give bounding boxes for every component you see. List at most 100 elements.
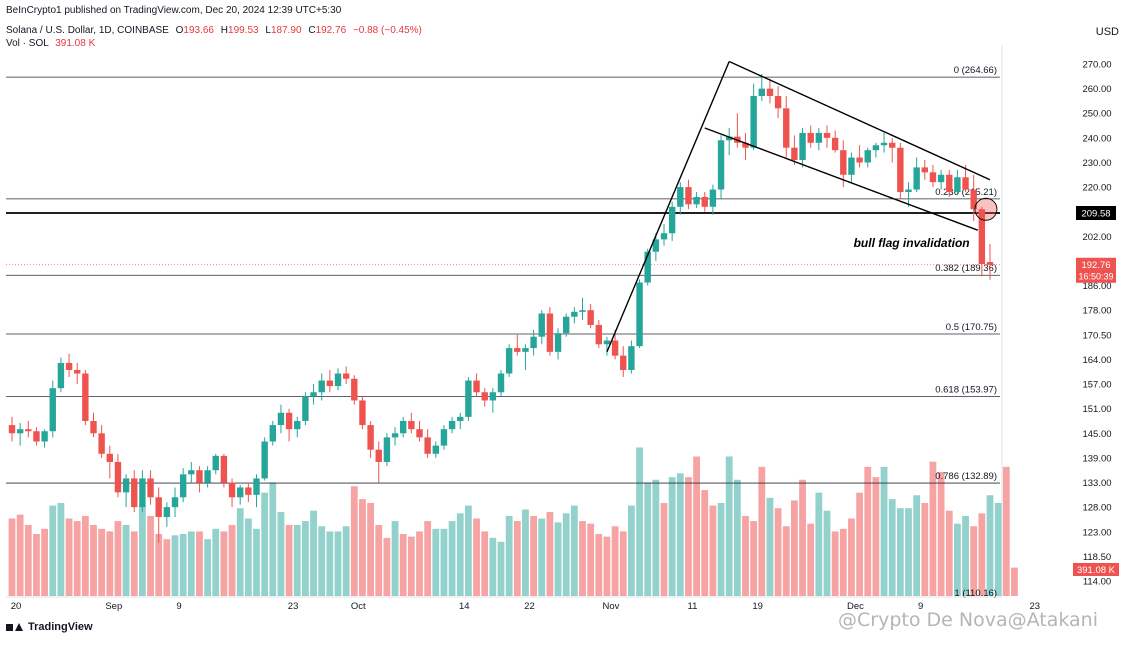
tradingview-brand: TradingView xyxy=(28,621,93,633)
candle-body xyxy=(628,346,635,370)
volume-bar xyxy=(367,503,374,596)
y-tick-label: 133.00 xyxy=(1082,478,1111,489)
candle-body xyxy=(16,429,24,434)
y-tick-label: 164.00 xyxy=(1082,355,1111,366)
volume-bar xyxy=(774,508,782,596)
volume-bar xyxy=(122,524,130,596)
volume-bar xyxy=(554,522,562,596)
volume-marker-label: 391.08 K xyxy=(1077,565,1116,576)
y-tick-label: 139.00 xyxy=(1082,453,1111,464)
volume-bar xyxy=(888,499,896,596)
candle-body xyxy=(245,487,252,495)
candle-body xyxy=(970,189,977,210)
volume-bar xyxy=(228,524,236,596)
candle-body xyxy=(269,425,276,442)
candle-body xyxy=(595,324,602,345)
candle-body xyxy=(147,478,154,498)
volume-bar xyxy=(8,518,16,596)
y-tick-label: 157.00 xyxy=(1082,380,1111,391)
volume-bar xyxy=(807,523,815,596)
volume-bar xyxy=(375,524,383,596)
candle-body xyxy=(750,96,757,148)
volume-bar xyxy=(416,531,423,596)
low-value: 187.90 xyxy=(270,25,302,36)
volume-bar xyxy=(848,518,855,596)
volume-bar xyxy=(513,521,521,596)
candle-body xyxy=(636,282,643,347)
candle-body xyxy=(375,449,382,463)
candle-body xyxy=(179,474,187,498)
x-tick-label: Nov xyxy=(602,601,619,612)
volume-bar xyxy=(750,521,758,596)
candle-body xyxy=(497,373,505,393)
volume-bar xyxy=(212,528,220,596)
volume-bar xyxy=(823,510,831,596)
volume-bar xyxy=(350,486,358,596)
candle-body xyxy=(652,239,660,252)
volume-bar xyxy=(41,528,48,596)
candle-body xyxy=(717,140,725,190)
y-tick-label: 114.00 xyxy=(1083,577,1111,588)
tradingview-logo-icon xyxy=(6,622,24,632)
change-value: −0.88 (−0.45%) xyxy=(352,25,422,36)
candle-body xyxy=(416,429,423,438)
volume-bar xyxy=(945,510,953,596)
candle-body xyxy=(204,470,211,483)
candle-body xyxy=(514,348,521,352)
candle-body xyxy=(253,478,260,495)
volume-bar xyxy=(978,513,986,596)
volume-bar xyxy=(57,503,65,596)
flagpole-line xyxy=(606,61,730,353)
candle-body xyxy=(905,189,912,193)
volume-bar xyxy=(872,477,880,596)
fib-level-label: 0.5 (170.75) xyxy=(946,322,997,333)
y-tick-label: 118.50 xyxy=(1083,552,1111,563)
candle-body xyxy=(791,147,798,161)
candle-body xyxy=(644,251,651,283)
candle-body xyxy=(823,132,831,138)
volume-bar xyxy=(196,531,203,596)
candle-body xyxy=(897,147,904,193)
volume-bar xyxy=(693,456,700,596)
candle-body xyxy=(563,316,570,334)
volume-bar xyxy=(269,482,277,596)
candle-body xyxy=(929,172,937,183)
candle-body xyxy=(913,167,920,190)
candle-body xyxy=(237,487,244,498)
flag-lower-line xyxy=(704,127,979,231)
close-value: 192.76 xyxy=(315,25,347,36)
volume-bar xyxy=(994,503,1002,596)
candle-body xyxy=(774,96,782,109)
breakdown-circle xyxy=(974,197,998,221)
volume-bar xyxy=(33,534,40,596)
y-tick-label: 240.00 xyxy=(1082,133,1111,144)
current-price-label: 192.76 xyxy=(1081,260,1110,271)
volume-bar xyxy=(326,531,334,596)
volume-bar xyxy=(147,515,154,596)
candle-body xyxy=(840,150,847,175)
candle-body xyxy=(856,157,863,163)
tradingview-logo[interactable]: TradingView xyxy=(6,621,93,633)
volume-bar xyxy=(913,495,921,596)
volume-bar xyxy=(277,512,285,596)
volume-bar xyxy=(244,518,252,596)
volume-bar xyxy=(619,531,627,596)
volume-bar xyxy=(652,479,660,596)
candle-body xyxy=(57,362,65,389)
x-tick-label: 14 xyxy=(459,601,470,612)
x-tick-label: Sep xyxy=(105,601,122,612)
x-tick-label: 19 xyxy=(752,601,763,612)
volume-bar xyxy=(1002,466,1010,596)
candle-body xyxy=(440,429,448,446)
volume-bar xyxy=(302,521,309,596)
open-label: O xyxy=(175,25,184,36)
volume-bar xyxy=(505,515,513,596)
candle-body xyxy=(889,142,896,148)
candle-body xyxy=(163,507,171,517)
volume-bar xyxy=(139,505,146,596)
candle-body xyxy=(799,132,806,161)
candle-body xyxy=(962,177,969,190)
candle-body xyxy=(677,187,684,207)
